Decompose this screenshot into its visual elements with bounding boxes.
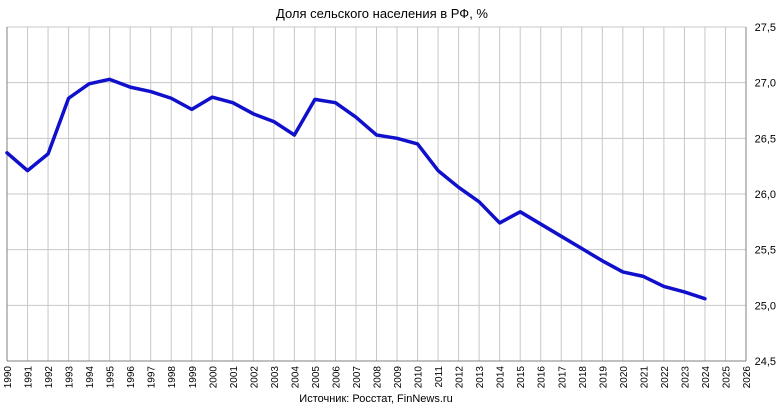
axes: [6, 27, 747, 362]
x-tick-label: 2008: [373, 366, 384, 389]
x-tick-label: 1991: [24, 366, 35, 389]
x-tick-label: 2025: [721, 366, 732, 389]
x-axis-ticks: 1990 1991 1992 1993 1994 1995 1996 1997 1998 1999…: [3, 366, 753, 389]
x-tick-label: 1998: [167, 366, 178, 389]
y-tick-label: 24,5: [755, 356, 776, 368]
x-tick-label: 1995: [106, 366, 117, 389]
y-tick-label: 27,0: [755, 78, 776, 90]
y-tick-label: 27,5: [755, 22, 776, 34]
x-tick-label: 2000: [208, 366, 219, 389]
x-tick-label: 2016: [537, 366, 548, 389]
x-tick-label: 2019: [598, 366, 609, 389]
x-tick-label: 2010: [414, 366, 425, 389]
x-tick-label: 1993: [65, 366, 76, 389]
y-tick-label: 25,5: [755, 245, 776, 257]
x-tick-label: 1999: [188, 366, 199, 389]
grid: [6, 26, 747, 362]
x-tick-label: 2018: [578, 366, 589, 389]
x-tick-label: 2026: [742, 366, 753, 389]
x-tick-label: 2005: [311, 366, 322, 389]
x-tick-label: 1994: [85, 366, 96, 389]
x-tick-label: 2011: [434, 366, 445, 388]
x-tick-label: 2024: [701, 366, 712, 389]
chart-title: Доля сельского населения в РФ, %: [276, 6, 488, 21]
source-note: Источник: Росстат, FinNews.ru: [299, 393, 452, 405]
x-tick-label: 2012: [455, 366, 466, 389]
x-tick-label: 2013: [475, 366, 486, 389]
y-tick-label: 25,0: [755, 300, 776, 312]
y-axis-ticks: 24,5 25,0 25,5 26,0 26,5 27,0 27,5: [755, 22, 776, 368]
x-tick-label: 2003: [270, 366, 281, 389]
x-tick-label: 2022: [660, 366, 671, 389]
x-tick-label: 2020: [619, 366, 630, 389]
x-tick-label: 2009: [393, 366, 404, 389]
x-tick-label: 2004: [290, 366, 301, 389]
x-tick-label: 1992: [44, 366, 55, 389]
x-tick-label: 1997: [147, 366, 158, 389]
x-tick-label: 2023: [680, 366, 691, 389]
x-tick-label: 1996: [126, 366, 137, 389]
x-tick-label: 2017: [557, 366, 568, 389]
x-tick-label: 2014: [496, 366, 507, 389]
series: [5, 77, 707, 301]
x-tick-label: 2002: [249, 366, 260, 389]
x-tick-label: 1990: [3, 366, 14, 389]
y-tick-label: 26,5: [755, 133, 776, 145]
x-tick-label: 2007: [352, 366, 363, 389]
y-tick-label: 26,0: [755, 189, 776, 201]
x-tick-label: 2021: [639, 366, 650, 389]
series-line: [5, 77, 707, 301]
x-tick-label: 2015: [516, 366, 527, 389]
x-tick-label: 2006: [331, 366, 342, 389]
x-tick-label: 2001: [229, 366, 240, 389]
